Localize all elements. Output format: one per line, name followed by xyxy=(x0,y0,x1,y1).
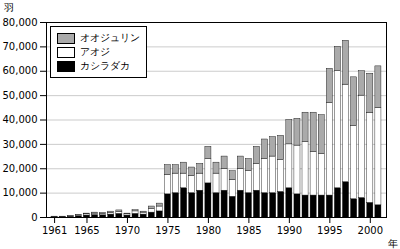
html-text:カシラダカ: カシラダカ xyxy=(80,60,130,71)
svg-text:1985: 1985 xyxy=(236,225,261,236)
svg-text:2000: 2000 xyxy=(358,225,383,236)
svg-text:1995: 1995 xyxy=(317,225,342,236)
svg-text:年: 年 xyxy=(388,238,398,249)
svg-text:0: 0 xyxy=(31,212,37,223)
svg-text:40,000: 40,000 xyxy=(3,114,38,125)
svg-text:1975: 1975 xyxy=(155,225,180,236)
svg-text:1965: 1965 xyxy=(74,225,99,236)
svg-text:1990: 1990 xyxy=(277,225,302,236)
svg-text:60,000: 60,000 xyxy=(3,65,38,76)
svg-text:1980: 1980 xyxy=(196,225,221,236)
svg-text:20,000: 20,000 xyxy=(3,163,38,174)
svg-text:1961: 1961 xyxy=(42,225,67,236)
svg-text:30,000: 30,000 xyxy=(3,139,38,150)
svg-text:70,000: 70,000 xyxy=(3,41,38,52)
svg-text:10,000: 10,000 xyxy=(3,187,38,198)
svg-text:80,000: 80,000 xyxy=(3,17,38,28)
svg-text:50,000: 50,000 xyxy=(3,90,38,101)
svg-text:1970: 1970 xyxy=(115,225,140,236)
svg-text:羽: 羽 xyxy=(4,2,14,13)
html-text:オオジュリン: オオジュリン xyxy=(80,32,140,43)
html-text:アオジ: アオジ xyxy=(80,46,110,57)
